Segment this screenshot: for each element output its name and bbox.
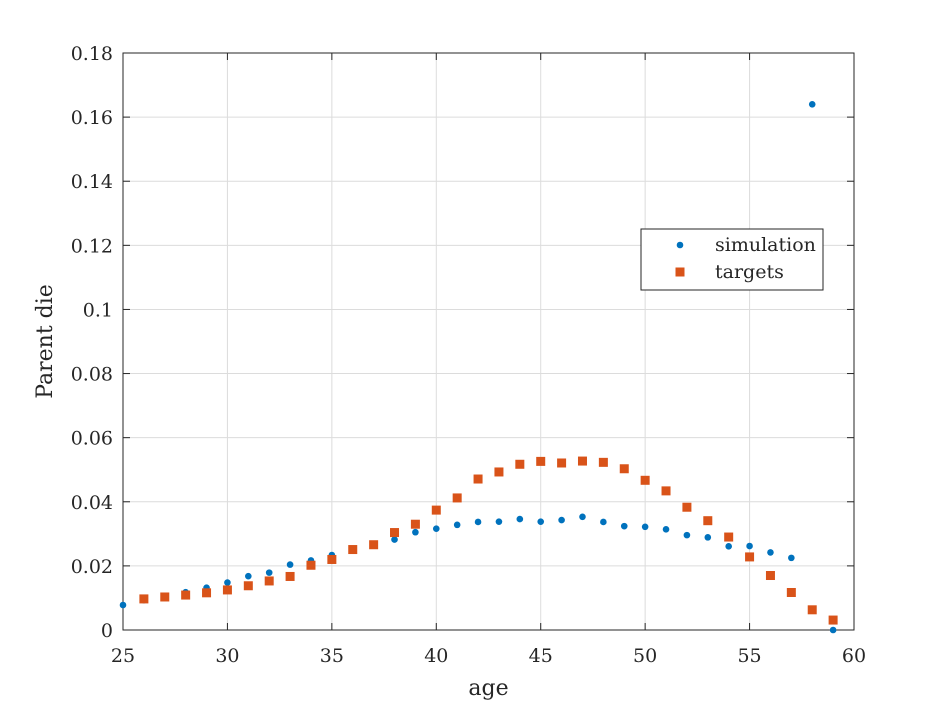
data-point-simulation — [391, 536, 398, 543]
x-tick-label: 40 — [424, 645, 448, 667]
data-point-simulation — [704, 534, 712, 541]
x-tick-label: 55 — [737, 645, 761, 667]
data-point-targets — [285, 571, 295, 581]
x-tick-label: 60 — [842, 645, 866, 667]
legend-marker-simulation — [676, 241, 684, 249]
data-point-simulation — [558, 516, 565, 524]
y-tick-label: 0.12 — [71, 235, 113, 257]
data-point-targets — [452, 493, 462, 503]
data-point-targets — [202, 588, 212, 598]
data-point-simulation — [641, 523, 649, 531]
data-point-targets — [745, 552, 755, 562]
x-tick-label: 50 — [633, 645, 657, 667]
data-point-simulation — [286, 561, 294, 568]
data-point-targets — [264, 576, 274, 586]
data-point-targets — [557, 458, 567, 468]
y-tick-label: 0.06 — [71, 428, 113, 450]
data-point-targets — [536, 456, 546, 466]
data-point-targets — [494, 467, 504, 477]
data-point-targets — [473, 474, 483, 484]
y-tick-label: 0.1 — [83, 299, 113, 321]
data-point-targets — [598, 457, 608, 467]
y-tick-label: 0.18 — [71, 43, 113, 65]
data-point-targets — [160, 592, 170, 602]
data-marks — [119, 100, 838, 634]
data-point-simulation — [600, 518, 607, 526]
data-point-targets — [306, 560, 316, 570]
data-point-simulation — [537, 518, 545, 525]
data-point-targets — [243, 581, 253, 591]
y-tick-label: 0.04 — [71, 492, 113, 514]
x-tick-labels: 25 30 35 40 45 50 55 60 — [111, 645, 866, 667]
data-point-targets — [139, 594, 149, 604]
y-tick-label: 0.14 — [71, 171, 113, 193]
legend-label-simulation: simulation — [715, 234, 816, 256]
legend-label-targets: targets — [715, 261, 784, 283]
data-point-targets — [390, 528, 400, 538]
data-point-simulation — [662, 526, 670, 533]
data-point-targets — [619, 464, 629, 474]
x-tick-label: 25 — [111, 645, 135, 667]
data-point-simulation — [474, 518, 482, 526]
data-point-targets — [515, 459, 525, 469]
y-tick-label: 0 — [101, 620, 113, 642]
data-point-targets — [661, 486, 671, 496]
data-point-targets — [724, 532, 734, 542]
data-point-simulation — [265, 569, 273, 576]
data-point-targets — [807, 605, 817, 615]
axis-ticks — [122, 52, 855, 631]
data-point-simulation — [788, 554, 795, 562]
data-point-simulation — [432, 525, 440, 533]
y-axis-label: Parent die — [33, 284, 58, 399]
data-point-simulation — [495, 518, 503, 525]
legend-box — [640, 228, 824, 291]
data-point-targets — [786, 587, 796, 597]
data-point-simulation — [683, 531, 691, 539]
data-point-simulation — [767, 549, 774, 556]
data-point-targets — [640, 475, 650, 485]
data-point-simulation — [516, 515, 524, 523]
data-point-simulation — [579, 513, 586, 521]
data-point-simulation — [746, 542, 753, 550]
x-tick-label: 35 — [320, 645, 344, 667]
data-point-simulation — [412, 528, 419, 536]
data-point-targets — [828, 615, 838, 625]
data-point-targets — [348, 545, 358, 555]
y-tick-label: 0.08 — [71, 364, 113, 386]
data-point-targets — [765, 571, 775, 581]
data-point-simulation — [224, 579, 231, 586]
y-tick-label: 0.16 — [71, 107, 113, 129]
data-point-simulation — [453, 521, 461, 529]
data-point-simulation — [808, 100, 816, 108]
data-point-simulation — [119, 601, 127, 609]
data-point-targets — [327, 554, 337, 564]
data-point-targets — [222, 585, 232, 595]
data-point-targets — [703, 516, 713, 526]
x-tick-label: 30 — [215, 645, 239, 667]
data-point-simulation — [620, 522, 628, 530]
data-point-targets — [431, 505, 441, 515]
data-point-simulation — [245, 572, 252, 580]
y-tick-label: 0.02 — [71, 556, 113, 578]
legend-marker-targets — [675, 267, 685, 277]
x-tick-label: 45 — [529, 645, 553, 667]
data-point-targets — [410, 519, 420, 529]
legend: simulation targets — [640, 228, 824, 291]
data-point-targets — [577, 456, 587, 466]
data-point-targets — [682, 502, 692, 512]
plot-area-border — [122, 52, 855, 631]
x-axis-label: age — [468, 676, 508, 701]
data-point-targets — [369, 540, 379, 550]
data-point-simulation — [725, 543, 732, 550]
series-targets — [139, 456, 838, 625]
data-point-simulation — [829, 626, 837, 634]
series-simulation — [119, 100, 837, 634]
data-point-targets — [181, 590, 191, 600]
y-tick-labels: 0 0.02 0.04 0.06 0.08 0.1 0.12 0.14 0.16 0.18 — [71, 43, 113, 642]
